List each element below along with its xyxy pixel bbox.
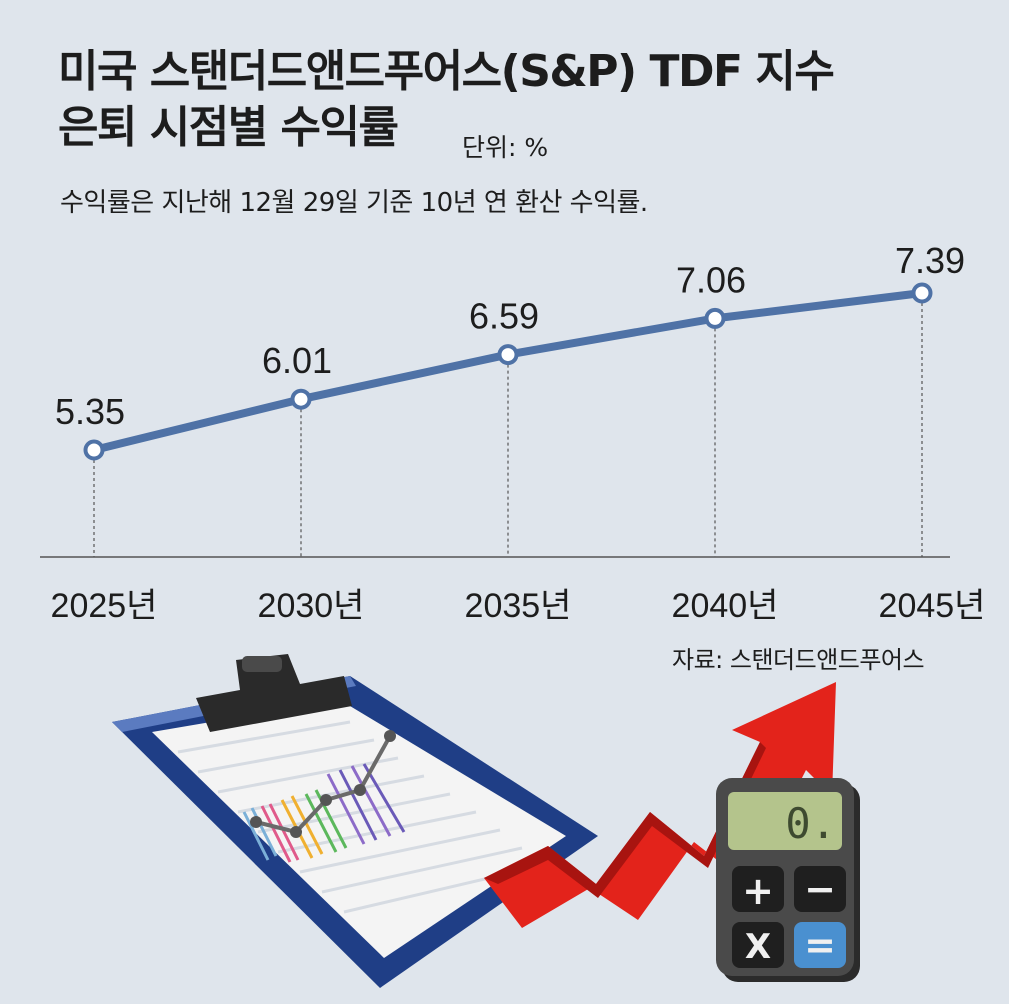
x-tick-label: 2030년 xyxy=(258,587,365,625)
unit-label: 단위: % xyxy=(462,133,549,162)
chart-title: 미국 스탠더드앤드푸어스(S&P) TDF 지수 은퇴 시점별 수익률 xyxy=(58,44,835,156)
chart-subtitle: 수익률은 지난해 12월 29일 기준 10년 연 환산 수익률. xyxy=(60,188,648,218)
x-tick-label: 2045년 xyxy=(879,587,986,625)
x-tick-label: 2025년 xyxy=(51,587,158,625)
data-label: 7.39 xyxy=(895,240,965,281)
data-point xyxy=(290,388,312,410)
calc-key-equals: = xyxy=(804,923,836,967)
data-label: 6.01 xyxy=(262,340,332,381)
source-note: 자료: 스탠더드앤드푸어스 xyxy=(672,646,925,674)
data-label: 6.59 xyxy=(469,296,539,337)
x-tick-label: 2035년 xyxy=(465,587,572,625)
calc-key-multiply: X xyxy=(745,927,771,967)
data-point xyxy=(497,344,519,366)
data-label: 5.35 xyxy=(55,391,125,432)
data-label: 7.06 xyxy=(676,259,746,300)
data-point xyxy=(83,439,105,461)
calculator-display: 0. xyxy=(785,799,836,848)
data-point xyxy=(911,282,933,304)
calc-key-plus: + xyxy=(742,869,774,913)
title-line-2: 은퇴 시점별 수익률 xyxy=(58,102,399,153)
title-line-1: 미국 스탠더드앤드푸어스(S&P) TDF 지수 xyxy=(58,46,835,97)
clipboard-icon xyxy=(112,654,598,988)
line-chart: 5.35 6.01 6.59 7.06 7.39 2025년 2030년 2035년 2040년… xyxy=(40,240,986,625)
data-point xyxy=(704,307,726,329)
calculator-icon: 0. + − X = xyxy=(716,778,860,982)
calc-key-minus: − xyxy=(804,867,836,911)
x-tick-label: 2040년 xyxy=(672,587,779,625)
